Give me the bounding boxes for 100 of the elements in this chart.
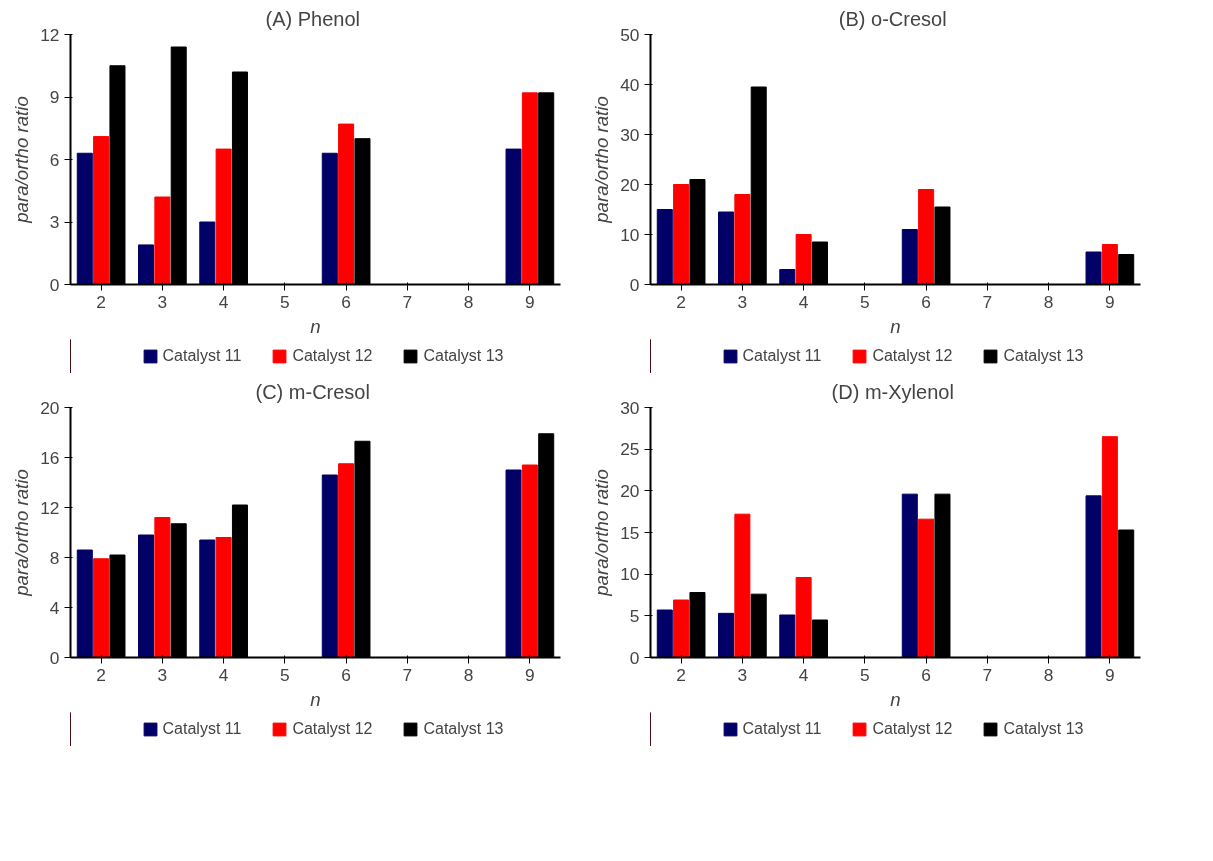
bar [1101, 244, 1118, 285]
bar [138, 534, 155, 658]
y-tick-label: 4 [49, 597, 60, 618]
y-axis-title: para/ortho ratio [11, 96, 33, 224]
bar [93, 136, 110, 285]
bar [1085, 495, 1102, 658]
chart-title: (D) m-Xylenol [831, 380, 954, 403]
x-tick-label: 2 [96, 291, 106, 312]
legend-label: Catalyst 11 [162, 720, 242, 738]
bar [215, 537, 232, 658]
bar [93, 558, 110, 658]
x-tick-label: 9 [1105, 664, 1115, 685]
bar [779, 269, 796, 285]
y-tick-label: 3 [49, 212, 60, 232]
x-tick-label: 4 [798, 291, 809, 312]
legend-label: Catalyst 12 [292, 347, 373, 365]
x-axis-title: n [890, 315, 901, 337]
y-axis-title: para/ortho ratio [591, 96, 613, 224]
x-tick-label: 2 [676, 664, 686, 685]
bar [505, 469, 522, 658]
legend-label: Catalyst 13 [423, 347, 504, 365]
bar [718, 612, 735, 658]
x-tick-label: 5 [280, 664, 290, 685]
x-tick-label: 7 [402, 291, 413, 312]
y-tick-label: 5 [629, 605, 640, 626]
y-tick-label: 50 [620, 24, 640, 45]
legend-label: Catalyst 12 [872, 347, 953, 365]
x-tick-label: 5 [280, 291, 290, 312]
x-tick-label: 2 [96, 664, 106, 685]
chart-title: (A) Phenol [265, 7, 360, 30]
y-tick-label: 0 [629, 647, 640, 668]
bar [138, 244, 155, 285]
x-axis-title: n [310, 315, 321, 337]
x-tick-label: 7 [982, 664, 993, 685]
y-tick-label: 9 [49, 87, 60, 107]
x-tick-label: 2 [676, 291, 686, 312]
y-tick-label: 25 [620, 439, 640, 460]
bar [795, 577, 812, 658]
x-tick-label: 8 [463, 664, 474, 685]
legend-label: Catalyst 13 [423, 720, 504, 738]
legend-label: Catalyst 13 [1003, 347, 1084, 365]
x-tick-label: 3 [157, 291, 168, 312]
bar [338, 463, 355, 658]
bar [521, 92, 538, 285]
x-tick-label: 6 [341, 291, 351, 312]
bar [199, 539, 216, 658]
bar [918, 189, 935, 285]
y-tick-label: 8 [49, 547, 60, 568]
bar [76, 549, 93, 658]
x-tick-label: 7 [402, 664, 413, 685]
chart-title: (C) m-Cresol [255, 380, 370, 403]
bar [673, 184, 690, 285]
bar [656, 209, 673, 285]
y-tick-label: 12 [40, 497, 60, 518]
x-tick-label: 4 [218, 664, 229, 685]
bar [734, 513, 751, 658]
x-tick-label: 9 [525, 291, 535, 312]
bar [321, 152, 338, 285]
bar [215, 148, 232, 285]
x-tick-label: 3 [737, 664, 748, 685]
bar [795, 234, 812, 285]
legend-label: Catalyst 11 [742, 347, 822, 365]
bar [718, 211, 735, 285]
legend-label: Catalyst 11 [742, 720, 822, 738]
bar [901, 229, 918, 285]
x-tick-label: 4 [798, 664, 809, 685]
bar [901, 493, 918, 658]
bar [918, 518, 935, 658]
y-tick-label: 15 [620, 522, 640, 543]
bar [76, 152, 93, 285]
x-tick-label: 4 [218, 291, 229, 312]
x-tick-label: 8 [463, 291, 474, 312]
x-axis-title: n [890, 688, 901, 710]
bar [1085, 251, 1102, 285]
legend-label: Catalyst 13 [1003, 720, 1084, 738]
x-tick-label: 3 [737, 291, 748, 312]
y-axis-title: para/ortho ratio [11, 469, 33, 597]
x-tick-label: 3 [157, 664, 168, 685]
y-tick-label: 0 [629, 274, 640, 295]
legend-label: Catalyst 11 [162, 347, 242, 365]
y-tick-label: 12 [40, 24, 60, 45]
y-tick-label: 10 [620, 224, 640, 245]
y-tick-label: 0 [49, 274, 60, 295]
x-tick-label: 6 [921, 291, 931, 312]
bar [779, 614, 796, 658]
x-tick-label: 8 [1043, 291, 1054, 312]
y-tick-label: 30 [620, 124, 640, 145]
x-tick-label: 9 [525, 664, 535, 685]
x-tick-label: 6 [341, 664, 351, 685]
x-axis-title: n [310, 688, 321, 710]
y-tick-label: 16 [40, 447, 60, 468]
x-tick-label: 9 [1105, 291, 1115, 312]
y-tick-label: 20 [620, 174, 640, 195]
bar [673, 599, 690, 658]
bar [656, 609, 673, 658]
bar [1101, 436, 1118, 658]
y-tick-label: 20 [620, 480, 640, 501]
bar [505, 148, 522, 285]
y-tick-label: 0 [49, 647, 60, 668]
bar [199, 221, 216, 285]
